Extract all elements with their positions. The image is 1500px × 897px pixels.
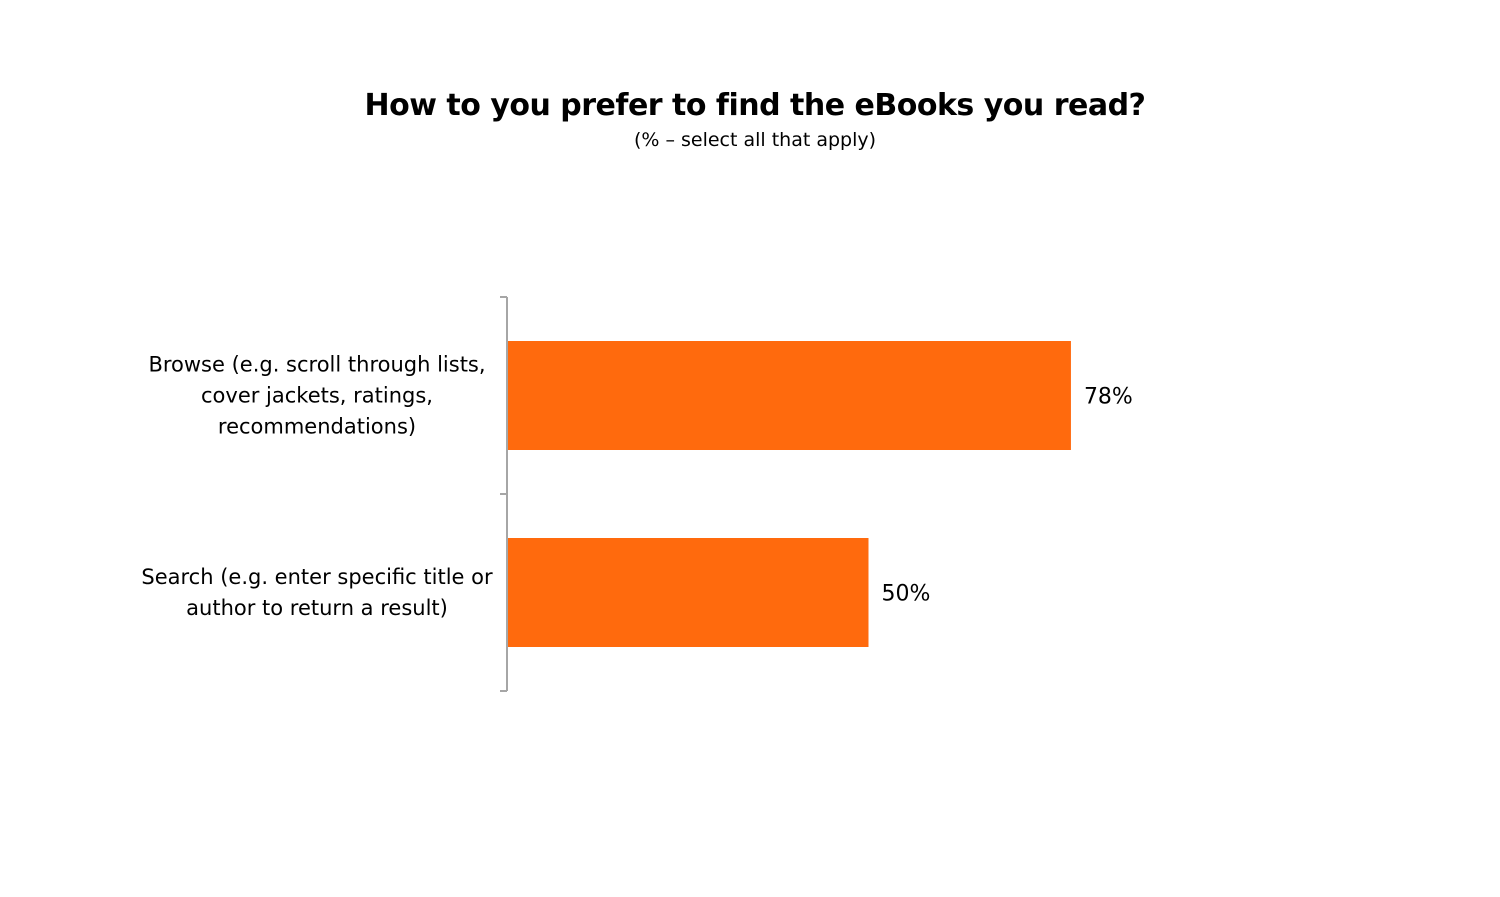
category-label-2-line-2: author to return a result) <box>186 596 448 620</box>
category-label-2-line-1: Search (e.g. enter specific title or <box>141 565 493 589</box>
value-label-2: 50% <box>882 582 931 607</box>
bar-1 <box>507 341 1071 450</box>
chart-subtitle: (% – select all that apply) <box>633 129 877 151</box>
category-label-1-line-2: cover jackets, ratings, <box>201 384 433 408</box>
chart-title: How to you prefer to find the eBooks you… <box>364 88 1146 123</box>
value-label-1: 78% <box>1084 385 1133 410</box>
bar-2 <box>507 538 869 647</box>
category-label-1-line-1: Browse (e.g. scroll through lists, <box>148 353 485 377</box>
category-label-1-line-3: recommendations) <box>218 415 416 439</box>
